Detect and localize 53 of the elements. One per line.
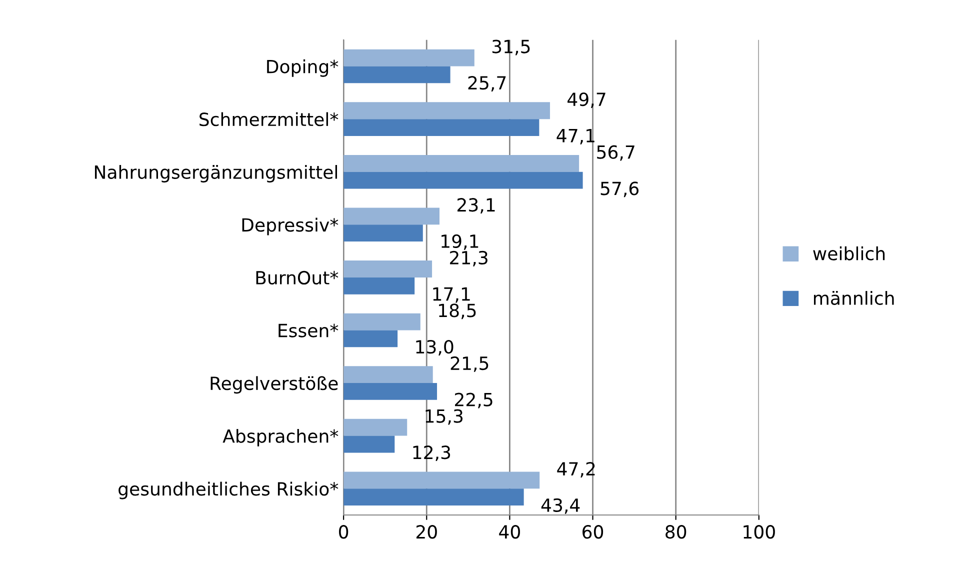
data-label: 13,0	[416, 340, 454, 356]
x-tick-label: 80	[666, 525, 686, 539]
bar	[344, 224, 423, 242]
x-tick-label: 40	[499, 525, 520, 539]
bar	[344, 119, 540, 136]
data-label: 47,1	[556, 129, 594, 144]
y-tick-label: Depressiv*	[242, 218, 338, 236]
data-label: 15,3	[426, 409, 463, 425]
data-label: 18,5	[439, 304, 476, 320]
data-label: 12,3	[413, 446, 450, 462]
bar	[344, 488, 524, 506]
y-tick-label: Nahrungsergänzungsmittel	[94, 165, 338, 182]
legend-label: weiblich	[813, 246, 885, 260]
data-label: 22,5	[455, 392, 492, 408]
y-tick-label: Absprachen*	[222, 428, 338, 446]
x-tick-label: 60	[582, 525, 604, 539]
data-label: 31,5	[492, 40, 530, 56]
data-label: 56,7	[597, 145, 634, 161]
bar	[344, 208, 440, 225]
bar	[344, 66, 450, 84]
bar	[344, 366, 433, 384]
data-label: 17,1	[433, 287, 470, 303]
bar	[344, 313, 420, 330]
data-label: 19,1	[442, 234, 478, 250]
bar	[344, 154, 580, 172]
legend-label: männlich	[814, 290, 894, 305]
y-tick-label: BurnOut*	[256, 270, 338, 285]
bar	[344, 330, 398, 348]
data-label: 23,1	[457, 198, 495, 214]
bar	[344, 418, 408, 436]
data-label: 47,2	[557, 462, 595, 478]
y-tick-label: gesundheitliches Riskio*	[118, 482, 338, 500]
data-label: 21,5	[450, 356, 488, 372]
bar	[344, 472, 540, 489]
bar	[344, 172, 583, 189]
bar	[344, 260, 432, 278]
x-tick-label: 20	[416, 525, 437, 539]
data-label: 21,3	[450, 250, 488, 266]
bar	[344, 102, 550, 120]
bar	[344, 383, 438, 400]
bar	[344, 436, 395, 453]
bar	[344, 49, 474, 66]
y-tick-label: Regelverstöße	[210, 376, 338, 394]
y-tick-label: Schmerzmittel*	[200, 112, 338, 126]
data-label: 43,4	[541, 498, 580, 514]
x-tick-label: 100	[744, 525, 775, 539]
data-label: 49,7	[568, 92, 606, 108]
x-tick-label: 0	[339, 525, 348, 539]
data-label: 57,6	[600, 182, 639, 198]
y-tick-label: Essen*	[278, 324, 338, 338]
bar	[344, 277, 415, 294]
y-tick-label: Doping*	[267, 59, 338, 77]
data-label: 25,7	[468, 76, 506, 92]
